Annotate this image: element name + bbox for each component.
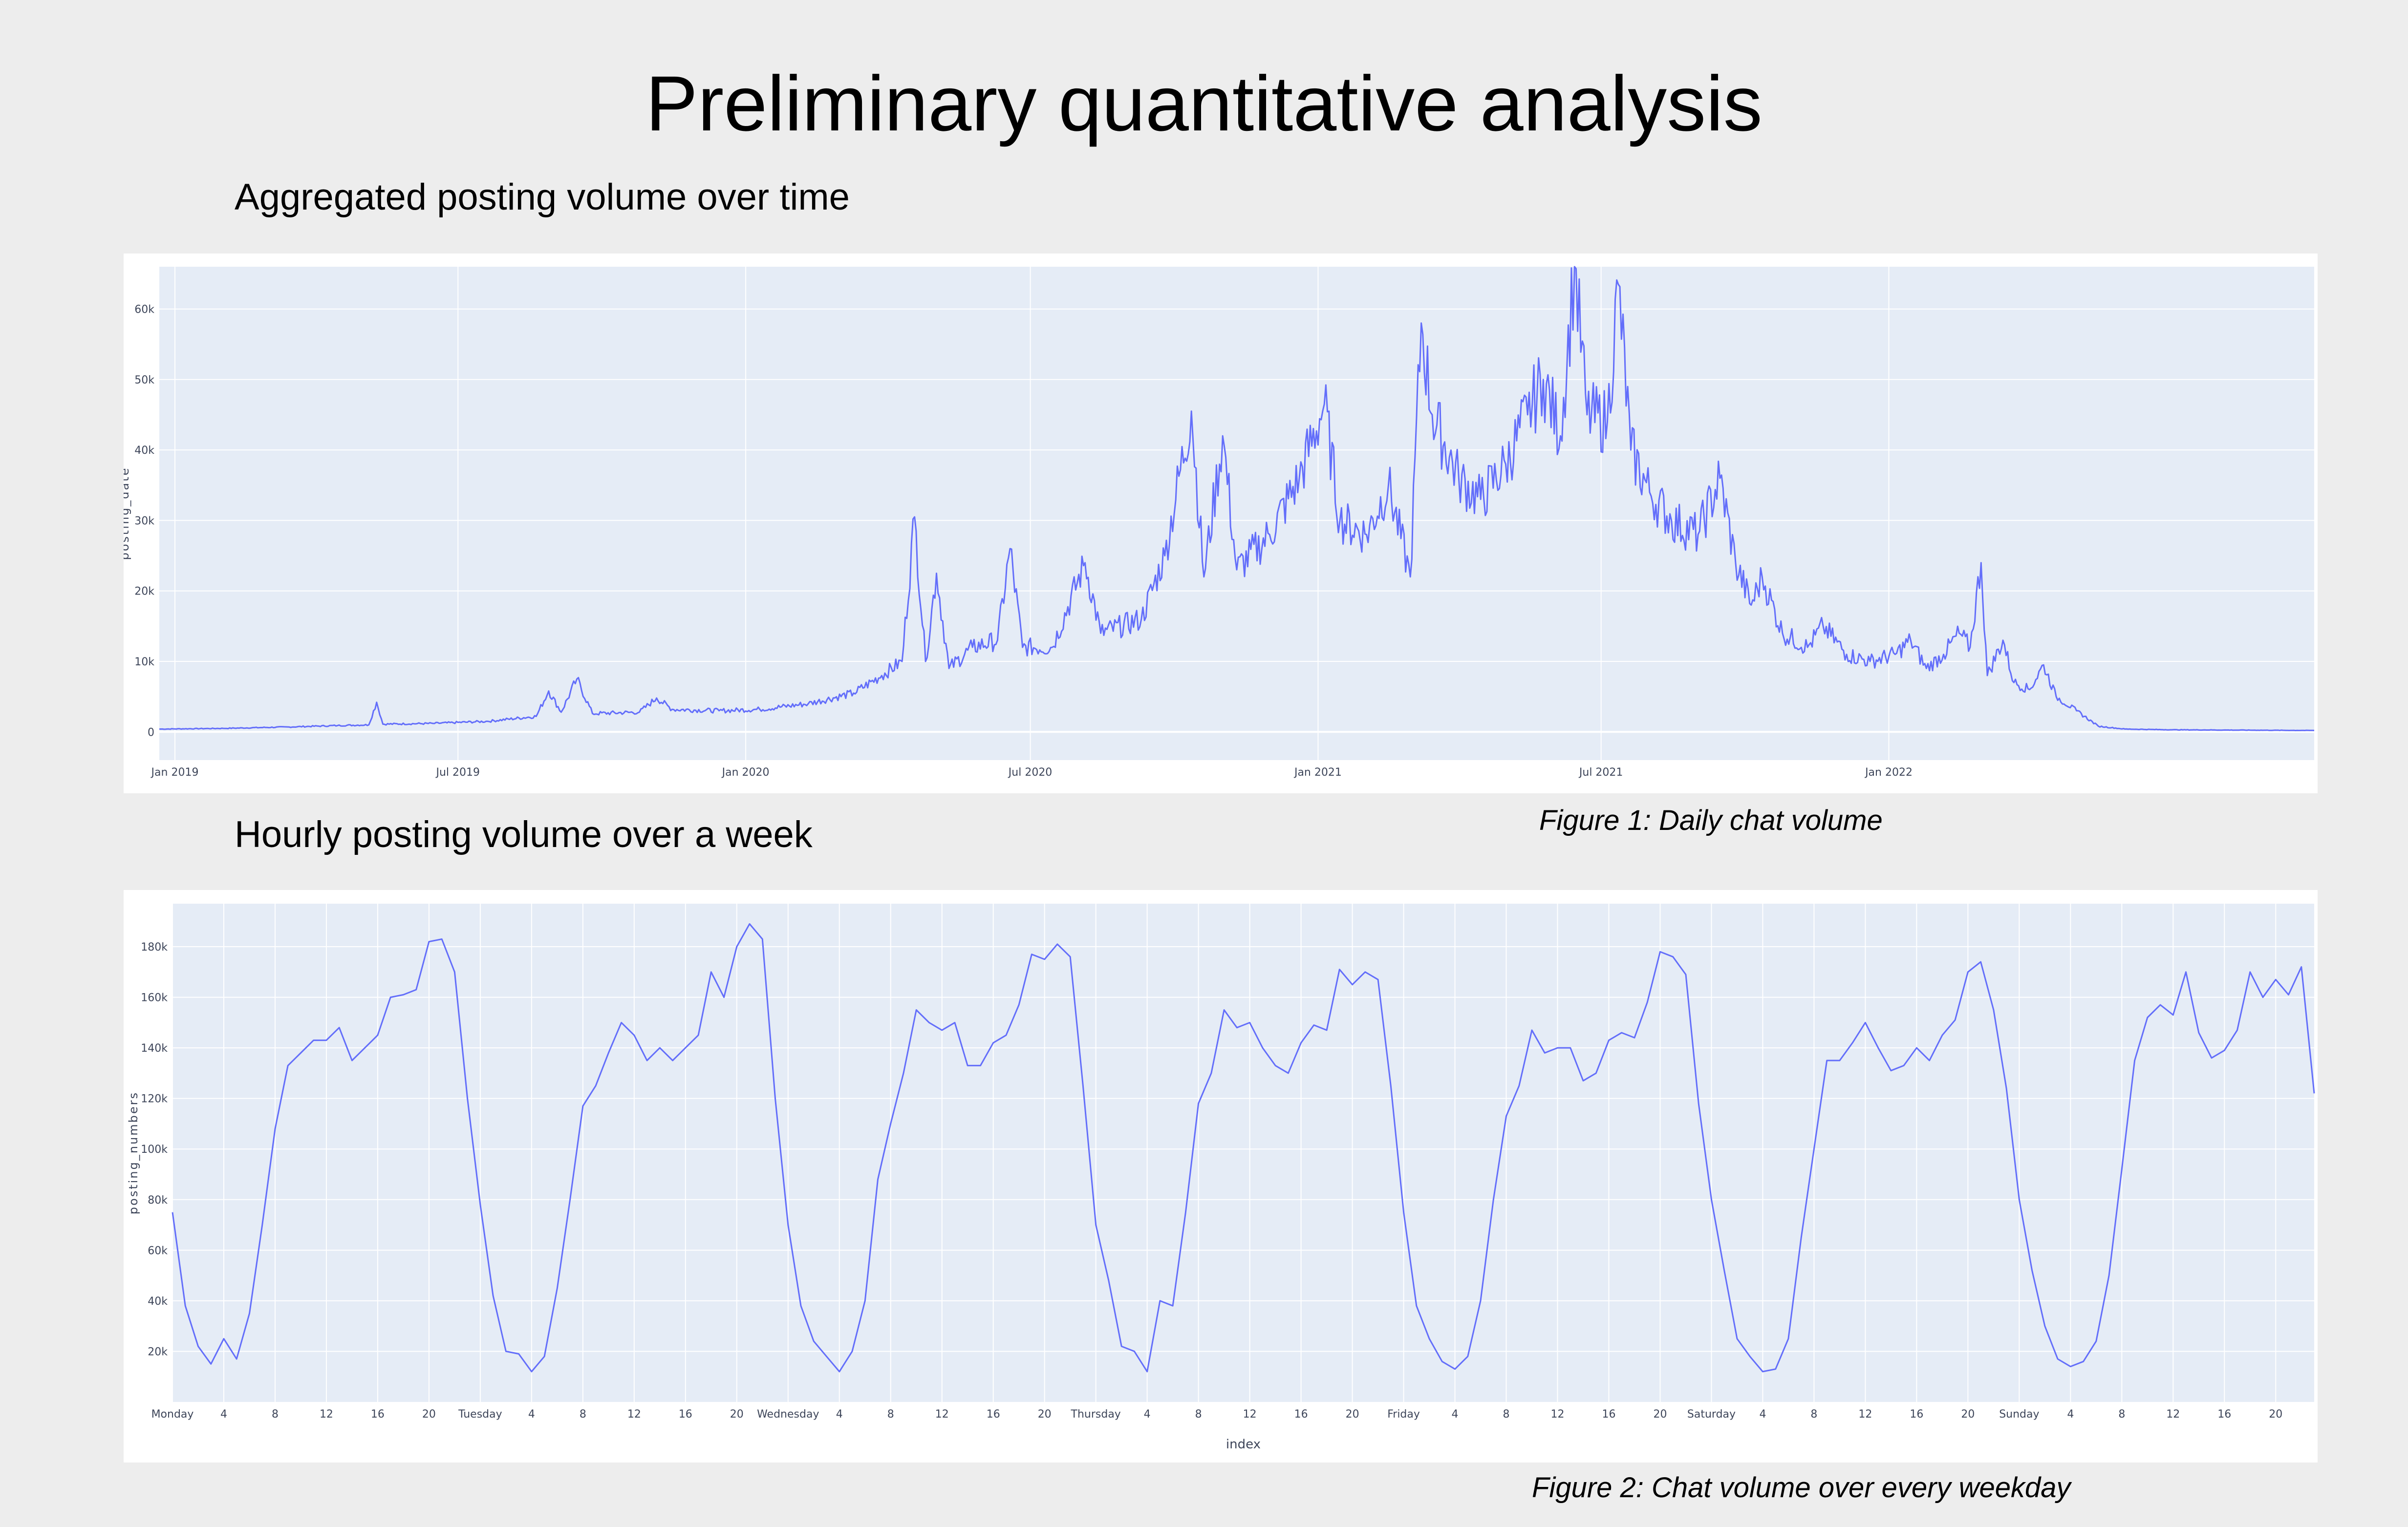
y-tick-label: 120k [141, 1093, 168, 1105]
y-axis-title: posting_numbers [127, 1091, 140, 1214]
x-tick-label: 4 [220, 1408, 227, 1421]
x-tick-label: 8 [580, 1408, 586, 1421]
x-tick-label: 12 [320, 1408, 333, 1421]
x-tick-label: Jul 2021 [1578, 766, 1623, 779]
x-tick-label: 4 [1759, 1408, 1766, 1421]
figure2-caption: Figure 2: Chat volume over every weekday [1532, 1472, 2071, 1504]
x-axis-title: index [1226, 1437, 1261, 1452]
x-tick-label: Saturday [1687, 1408, 1736, 1421]
x-tick-label: 4 [2067, 1408, 2074, 1421]
x-tick-label: 20 [1346, 1408, 1359, 1421]
x-tick-label: 4 [528, 1408, 535, 1421]
x-tick-label: 4 [1452, 1408, 1459, 1421]
y-tick-label: 80k [148, 1194, 168, 1207]
x-tick-label: 8 [1503, 1408, 1510, 1421]
x-tick-label: 16 [1910, 1408, 1923, 1421]
x-tick-label: Friday [1387, 1408, 1420, 1421]
y-tick-label: 10k [134, 656, 154, 668]
y-tick-label: 180k [141, 941, 168, 954]
x-tick-label: 12 [1551, 1408, 1565, 1421]
x-tick-label: Jan 2020 [721, 766, 770, 779]
plot-area [159, 267, 2314, 760]
daily-volume-chart-panel: Jan 2019 Jul 2019 Jan 2020 Jul 2020 Jan 2021… [124, 254, 2318, 793]
x-tick-label: 8 [2118, 1408, 2125, 1421]
page-title: Preliminary quantitative analysis [645, 60, 1763, 147]
x-tick-label: Wednesday [757, 1408, 819, 1421]
section-heading-hourly: Hourly posting volume over a week [235, 814, 813, 855]
x-tick-label: Jan 2022 [1864, 766, 1913, 779]
figure1-caption: Figure 1: Daily chat volume [1539, 805, 1883, 836]
plot-area [172, 904, 2314, 1402]
x-tick-label: Jan 2021 [1293, 766, 1342, 779]
x-tick-label: 20 [730, 1408, 744, 1421]
y-axis-title: posting_date [124, 467, 131, 560]
x-tick-label: 8 [272, 1408, 279, 1421]
y-tick-label: 50k [134, 374, 154, 386]
x-tick-label: 16 [987, 1408, 1000, 1421]
y-tick-label: 100k [141, 1144, 168, 1156]
y-tick-label: 160k [141, 992, 168, 1004]
y-tick-label: 20k [148, 1346, 168, 1358]
x-tick-label: Sunday [1999, 1408, 2039, 1421]
x-tick-label: 16 [2217, 1408, 2231, 1421]
x-tick-label: 12 [627, 1408, 641, 1421]
x-tick-label: Tuesday [458, 1408, 502, 1421]
y-tick-label: 60k [134, 304, 154, 316]
y-tick-label: 60k [148, 1245, 168, 1257]
x-tick-label: 8 [887, 1408, 894, 1421]
x-tick-label: 20 [422, 1408, 436, 1421]
section-heading-aggregated: Aggregated posting volume over time [235, 176, 850, 218]
x-tick-label: 20 [1961, 1408, 1975, 1421]
x-tick-label: 16 [371, 1408, 385, 1421]
x-tick-label: Jan 2019 [150, 766, 199, 779]
x-tick-label: 8 [1195, 1408, 1202, 1421]
series-line [172, 923, 2315, 1373]
x-tick-label: Thursday [1071, 1408, 1121, 1421]
x-tick-label: 4 [836, 1408, 843, 1421]
x-tick-label: 12 [1243, 1408, 1257, 1421]
y-tick-label: 40k [134, 445, 154, 457]
x-tick-label: 12 [935, 1408, 949, 1421]
y-tick-label: 40k [148, 1295, 168, 1308]
x-tick-label: 8 [1810, 1408, 1817, 1421]
daily-volume-chart: Jan 2019 Jul 2019 Jan 2020 Jul 2020 Jan 2021… [124, 266, 2315, 779]
x-tick-label: Jul 2020 [1008, 766, 1053, 779]
y-tick-label: 30k [134, 515, 154, 527]
x-tick-label: 12 [1858, 1408, 1872, 1421]
x-tick-label: Jul 2019 [435, 766, 480, 779]
x-tick-label: 20 [2269, 1408, 2282, 1421]
hourly-volume-chart-panel: Monday 4 8 12 16 20 Tuesday 4 8 12 16 20 Wednesday 4 8… [124, 890, 2318, 1463]
x-tick-label: 12 [2166, 1408, 2180, 1421]
x-tick-label: 16 [1294, 1408, 1308, 1421]
y-tick-label: 140k [141, 1042, 168, 1055]
hourly-volume-chart: Monday 4 8 12 16 20 Tuesday 4 8 12 16 20 Wednesday 4 8… [127, 904, 2315, 1452]
x-tick-label: 4 [1144, 1408, 1151, 1421]
series-line [159, 266, 2315, 731]
x-tick-label: 16 [679, 1408, 692, 1421]
y-tick-label: 20k [134, 586, 154, 598]
x-tick-label: 20 [1038, 1408, 1052, 1421]
x-tick-label: 16 [1602, 1408, 1615, 1421]
x-tick-label: 20 [1653, 1408, 1667, 1421]
x-tick-label: Monday [151, 1408, 194, 1421]
y-tick-label: 0 [148, 726, 154, 739]
